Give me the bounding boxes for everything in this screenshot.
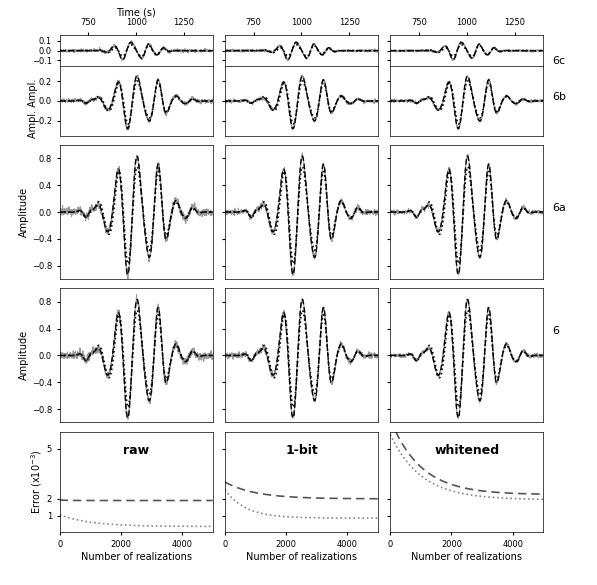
Y-axis label: Error (x10$^{-3}$): Error (x10$^{-3}$) (29, 450, 44, 514)
Y-axis label: Amplitude: Amplitude (19, 187, 29, 237)
Text: 6a: 6a (552, 202, 566, 213)
Text: 1-bit: 1-bit (285, 444, 318, 457)
Text: 6: 6 (552, 325, 559, 336)
Text: Ampl. Ampl.: Ampl. Ampl. (28, 78, 38, 138)
X-axis label: Number of realizations: Number of realizations (246, 552, 357, 562)
Text: 6c: 6c (552, 56, 565, 67)
Y-axis label: Amplitude: Amplitude (19, 331, 29, 380)
Text: whitened: whitened (434, 444, 499, 457)
X-axis label: Number of realizations: Number of realizations (411, 552, 522, 562)
X-axis label: Time (s): Time (s) (116, 8, 156, 18)
Text: 6b: 6b (552, 91, 566, 102)
Text: raw: raw (123, 444, 149, 457)
X-axis label: Number of realizations: Number of realizations (81, 552, 192, 562)
